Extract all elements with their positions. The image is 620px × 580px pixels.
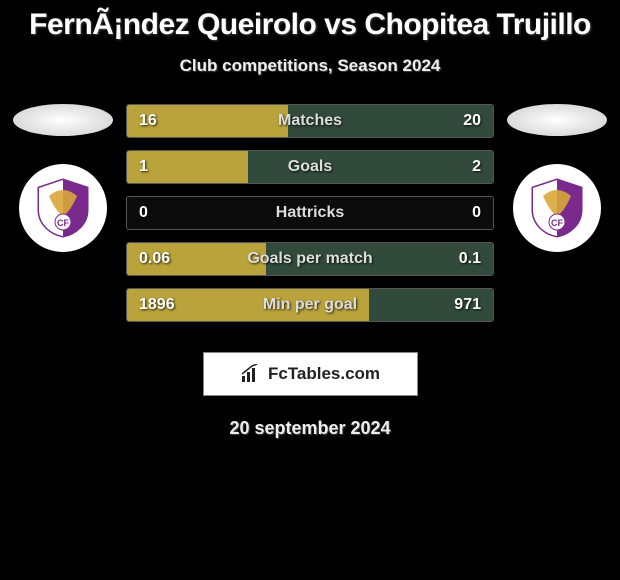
stat-value-right: 20 [463, 105, 481, 137]
right-club-badge: CF [513, 164, 601, 252]
comparison-infographic: FernÃ¡ndez Queirolo vs Chopitea Trujillo… [0, 0, 620, 439]
brand-text: FcTables.com [268, 364, 380, 384]
stat-label: Hattricks [276, 197, 344, 229]
stat-value-left: 0.06 [139, 243, 170, 275]
svg-text:CF: CF [57, 218, 69, 228]
bar-chart-icon [240, 364, 262, 384]
stat-row: 1 2 Goals [126, 150, 494, 184]
left-club-badge: CF [19, 164, 107, 252]
stat-label: Goals per match [247, 243, 372, 275]
brand-logo: FcTables.com [203, 352, 418, 396]
stat-row: 1896 971 Min per goal [126, 288, 494, 322]
snapshot-date: 20 september 2024 [0, 418, 620, 439]
stat-value-left: 16 [139, 105, 157, 137]
page-title: FernÃ¡ndez Queirolo vs Chopitea Trujillo [0, 8, 620, 42]
stat-value-left: 1 [139, 151, 148, 183]
right-player-column: CF [502, 104, 612, 252]
stat-value-right: 971 [454, 289, 481, 321]
stat-value-right: 0 [472, 197, 481, 229]
stat-row: 0.06 0.1 Goals per match [126, 242, 494, 276]
stat-bars: 16 20 Matches 1 2 Goals 0 0 Hattricks 0.06 0.1 Goal… [118, 104, 502, 322]
stat-label: Min per goal [263, 289, 357, 321]
stat-fill-right [248, 151, 493, 183]
stat-value-left: 1896 [139, 289, 175, 321]
season-subtitle: Club competitions, Season 2024 [0, 56, 620, 76]
stat-row: 0 0 Hattricks [126, 196, 494, 230]
stat-value-right: 0.1 [459, 243, 481, 275]
stat-row: 16 20 Matches [126, 104, 494, 138]
right-player-photo [507, 104, 607, 136]
left-player-column: CF [8, 104, 118, 252]
compare-area: CF 16 20 Matches 1 2 Goals 0 0 Hattricks 0.06 0.1 G… [0, 104, 620, 322]
stat-value-right: 2 [472, 151, 481, 183]
stat-label: Goals [288, 151, 332, 183]
svg-text:CF: CF [551, 218, 563, 228]
stat-label: Matches [278, 105, 342, 137]
left-player-photo [13, 104, 113, 136]
stat-value-left: 0 [139, 197, 148, 229]
shield-icon: CF [35, 178, 91, 238]
shield-icon: CF [529, 178, 585, 238]
